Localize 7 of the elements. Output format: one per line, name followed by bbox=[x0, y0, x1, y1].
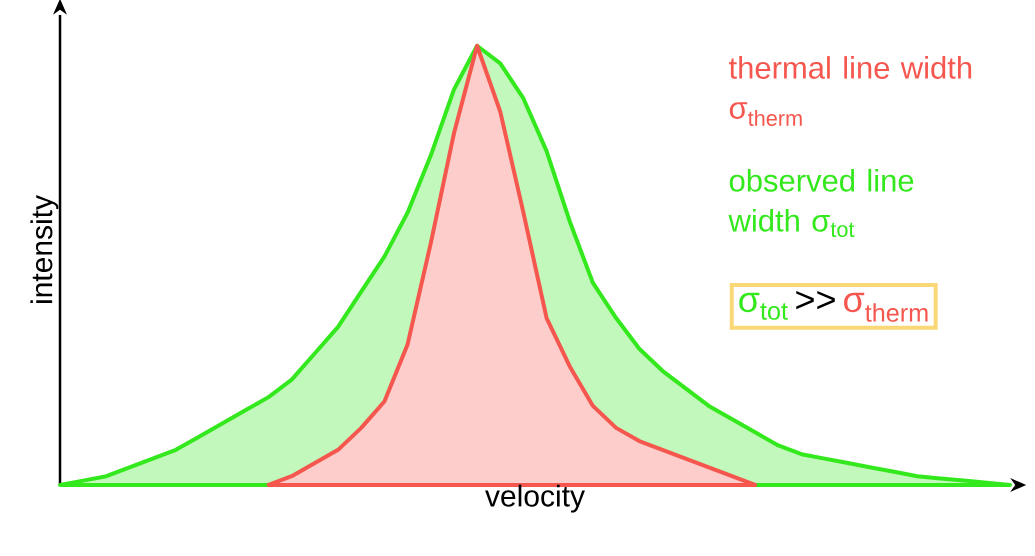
y-axis-title: intensity bbox=[30, 195, 59, 304]
x-axis-title: velocity bbox=[485, 484, 585, 513]
text: observed line width σ$_{tot}$ bbox=[728, 168, 914, 238]
text: thermal line width σ$_{therm}$ bbox=[729, 56, 972, 126]
annotation: σ$_{tot}$ bbox=[739, 292, 788, 320]
annotation: >> bbox=[796, 290, 835, 310]
annotation: σ$_{therm}$ bbox=[844, 292, 928, 322]
